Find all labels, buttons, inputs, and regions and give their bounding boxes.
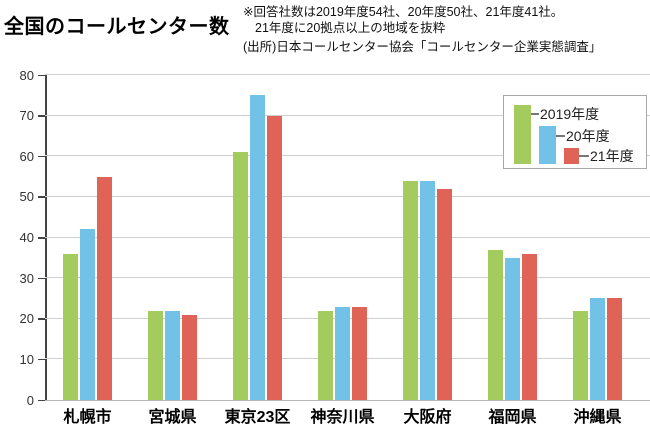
x-axis-labels: 札幌市 宮城県 東京23区 神奈川県 大阪府 福岡県 沖縄県 [45, 403, 640, 427]
bar [148, 310, 163, 400]
y-tick-mark-50 [38, 196, 45, 198]
y-tick-mark-60 [38, 155, 45, 158]
x-axis-label-1: 札幌市 [63, 409, 112, 426]
bar [233, 152, 248, 400]
bar [505, 257, 520, 400]
legend-swatch-2 [539, 126, 556, 164]
legend-swatch-1 [514, 105, 531, 164]
gridline-30 [45, 277, 650, 279]
bar-group-4 [300, 75, 385, 400]
y-tick-mark-30 [38, 277, 45, 280]
note-line-1: ※回答社数は2019年度54社、20年度50社、21年度41社。 [243, 5, 564, 19]
bar [267, 115, 282, 400]
legend: 2019年度 20年度 21年度 [503, 95, 647, 169]
x-axis-label-4: 神奈川県 [310, 409, 375, 426]
bar [250, 95, 265, 400]
bar-groups [45, 75, 640, 400]
y-tick-label-30: 30 [19, 270, 34, 286]
y-tick-label-0: 0 [26, 392, 34, 408]
bar [165, 310, 180, 400]
x-axis-line [45, 400, 650, 401]
bar-group-1 [45, 75, 130, 400]
bar [318, 310, 333, 400]
y-tick-mark-40 [38, 237, 45, 239]
y-tick-mark-0 [38, 399, 45, 401]
bar-group-6 [470, 75, 555, 400]
bar [335, 306, 350, 400]
chart-notes: ※回答社数は2019年度54社、20年度50社、21年度41社。 21年度に20… [243, 4, 650, 55]
y-tick-mark-80 [38, 74, 45, 76]
bar [420, 180, 435, 400]
gridline-80 [45, 74, 650, 75]
bar [607, 298, 622, 400]
bar [403, 180, 418, 400]
y-tick-label-20: 20 [19, 311, 34, 327]
gridline-40 [45, 236, 650, 238]
y-tick-mark-70 [38, 115, 45, 117]
bar [80, 229, 95, 400]
x-axis-label-3: 東京23区 [224, 409, 291, 426]
bar-group-3 [215, 75, 300, 400]
legend-label-3: 21年度 [590, 148, 634, 164]
legend-leader-line-1 [531, 113, 539, 115]
legend-label-2: 20年度 [566, 128, 610, 144]
bar [97, 176, 112, 400]
x-axis-label-5: 大阪府 [403, 409, 452, 426]
x-axis-label-6: 福岡県 [488, 409, 537, 426]
chart-title: 全国のコールセンター数 [4, 16, 230, 38]
x-axis-label-2: 宮城県 [148, 409, 197, 426]
bar [182, 314, 197, 400]
gridline-70 [45, 114, 650, 116]
gridline-50 [45, 195, 650, 197]
bar [63, 253, 78, 400]
note-line-2: 21年度に20拠点以上の地域を抜粋 [255, 21, 446, 35]
bar [573, 310, 588, 400]
legend-leader-line-3 [579, 155, 589, 157]
bar [590, 298, 605, 400]
bar [488, 249, 503, 400]
bar [437, 188, 452, 400]
y-tick-label-80: 80 [19, 67, 34, 83]
y-axis-line [45, 75, 47, 401]
gridline-60 [45, 155, 650, 157]
legend-swatch-3 [564, 148, 579, 164]
legend-label-1: 2019年度 [540, 106, 600, 122]
legend-leader-line-2 [556, 135, 565, 137]
y-tick-label-60: 60 [19, 148, 34, 164]
bar-group-5 [385, 75, 470, 400]
bar [522, 253, 537, 400]
y-tick-label-70: 70 [19, 108, 34, 124]
bar-group-2 [130, 75, 215, 400]
y-tick-label-40: 40 [19, 230, 34, 245]
y-tick-label-50: 50 [19, 189, 34, 205]
bar-group-7 [555, 75, 640, 400]
y-tick-mark-20 [38, 318, 45, 320]
x-axis-label-7: 沖縄県 [573, 409, 622, 426]
source-note: (出所)日本コールセンター協会「コールセンター企業実態調査」 [243, 40, 602, 54]
y-tick-label-10: 10 [19, 351, 34, 367]
y-tick-mark-10 [38, 358, 45, 361]
plot-area [45, 74, 650, 400]
bar [352, 306, 367, 400]
